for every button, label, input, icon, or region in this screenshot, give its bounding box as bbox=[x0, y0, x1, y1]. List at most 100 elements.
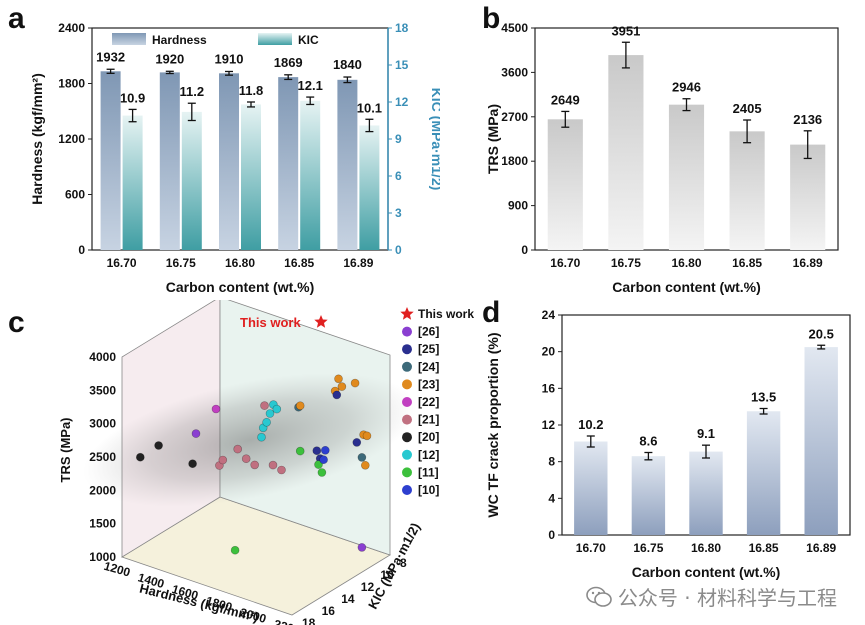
scatter-point bbox=[136, 452, 145, 462]
hardness-data-label: 1869 bbox=[274, 55, 303, 70]
right-tick-label: 3 bbox=[395, 206, 402, 220]
legend-label: [21] bbox=[418, 413, 439, 427]
scatter-point bbox=[337, 382, 347, 391]
data-label: 2405 bbox=[733, 101, 762, 116]
bar bbox=[746, 411, 781, 535]
right-tick-label: 15 bbox=[395, 58, 409, 72]
kic-tick-label: 12 bbox=[361, 580, 375, 594]
bar bbox=[790, 144, 826, 250]
scatter-point bbox=[362, 431, 372, 441]
scatter-point bbox=[350, 378, 360, 388]
hardness-data-label: 1920 bbox=[155, 51, 184, 66]
hardness-tick-label: 2200 bbox=[272, 617, 302, 625]
panel-label-a: a bbox=[8, 2, 25, 35]
legend-label: [22] bbox=[418, 395, 439, 409]
y-tick-label: 24 bbox=[542, 308, 556, 322]
legend-label: [25] bbox=[418, 342, 439, 356]
scatter-point bbox=[357, 453, 367, 462]
kic-bar bbox=[181, 111, 202, 250]
scatter-point bbox=[191, 429, 201, 438]
trs-tick-label: 1000 bbox=[89, 550, 116, 564]
x-tick-label: 16.85 bbox=[749, 541, 779, 555]
left-tick-label: 0 bbox=[78, 243, 85, 257]
hardness-bar bbox=[159, 72, 180, 251]
hardness-tick-label: 2000 bbox=[238, 605, 268, 625]
legend-label: [20] bbox=[418, 430, 439, 444]
x-tick-label: 16.70 bbox=[576, 541, 606, 555]
x-tick-label: 16.75 bbox=[611, 256, 641, 270]
left-tick-label: 600 bbox=[65, 188, 85, 202]
legend: Hardness KIC bbox=[112, 33, 319, 47]
right-tick-label: 0 bbox=[395, 243, 402, 257]
scatter-point bbox=[241, 454, 251, 463]
y-tick-label: 900 bbox=[508, 199, 528, 213]
y-tick-label: 16 bbox=[542, 381, 556, 395]
x-tick-label: 16.75 bbox=[633, 541, 663, 555]
scatter-point bbox=[352, 438, 362, 447]
y-tick-label: 0 bbox=[521, 243, 528, 257]
y-axis-title: TRS (MPa) bbox=[485, 104, 501, 174]
hardness-data-label: 1840 bbox=[333, 57, 362, 72]
legend-label: [23] bbox=[418, 377, 439, 391]
y-tick-label: 12 bbox=[542, 418, 556, 432]
x-tick-label: 16.70 bbox=[550, 256, 580, 270]
trs-tick-label: 1500 bbox=[89, 517, 116, 531]
data-label: 20.5 bbox=[809, 326, 834, 341]
scatter-point bbox=[357, 543, 367, 552]
legend-label: [12] bbox=[418, 448, 439, 462]
hardness-bar bbox=[337, 79, 358, 250]
kic-bar bbox=[359, 125, 380, 250]
right-tick-label: 12 bbox=[395, 95, 409, 109]
data-label: 8.6 bbox=[639, 434, 657, 449]
bar bbox=[668, 104, 705, 250]
panel-label-c: c bbox=[8, 306, 25, 339]
legend-marker bbox=[402, 467, 412, 478]
scatter-point bbox=[272, 404, 282, 414]
legend-swatch-hardness bbox=[112, 33, 146, 45]
chart-c-3d-scatter: 1000150020002500300035004000120014001600… bbox=[58, 300, 474, 625]
left-tick-label: 1800 bbox=[58, 77, 85, 91]
kic-data-label: 11.8 bbox=[239, 83, 264, 98]
panel-label-b: b bbox=[482, 2, 501, 35]
watermark: 公众号 · 材料科学与工程 bbox=[586, 582, 837, 611]
scatter-point bbox=[250, 460, 259, 470]
trs-tick-label: 4000 bbox=[89, 350, 116, 364]
wechat-icon bbox=[586, 586, 612, 607]
x-tick-label: 16.70 bbox=[107, 256, 137, 270]
scatter-point bbox=[334, 374, 343, 384]
this-work-annotation: This work bbox=[240, 315, 301, 330]
left-tick-label: 1200 bbox=[58, 132, 85, 146]
hardness-data-label: 1932 bbox=[96, 49, 125, 64]
panel-label-d: d bbox=[482, 296, 501, 329]
data-label: 2946 bbox=[672, 80, 701, 95]
bar bbox=[631, 456, 666, 535]
bar bbox=[804, 347, 838, 535]
chart-d-crack-proportion: 0 4 8 12 16 20 24 10.2 16.70 8.6 16.75 9.1 16.80 13.5… bbox=[485, 308, 851, 580]
trs-tick-label: 2500 bbox=[89, 450, 116, 464]
scatter-point bbox=[312, 446, 322, 455]
kic-bar bbox=[122, 115, 143, 250]
scatter-point bbox=[360, 461, 370, 470]
x-axis-title: Carbon content (wt.%) bbox=[166, 279, 315, 295]
x-tick-label: 16.80 bbox=[691, 541, 721, 555]
data-label: 2136 bbox=[793, 112, 822, 127]
left-tick-label: 2400 bbox=[58, 21, 85, 35]
scatter-point bbox=[319, 455, 328, 464]
hardness-tick-label: 1200 bbox=[102, 559, 132, 580]
scatter-point bbox=[332, 390, 342, 400]
bar bbox=[608, 55, 644, 250]
trs-tick-label: 2000 bbox=[89, 483, 116, 497]
scatter-point bbox=[262, 418, 271, 427]
right-tick-label: 18 bbox=[395, 21, 409, 35]
kic-tick-label: 16 bbox=[322, 604, 336, 618]
y-tick-label: 4500 bbox=[501, 21, 528, 35]
legend-marker bbox=[402, 432, 412, 443]
scatter-point bbox=[260, 401, 269, 410]
scatter-point bbox=[233, 444, 242, 454]
right-axis-title: KIC (MPa·m1/2) bbox=[429, 88, 440, 191]
chart-b-trs: 0 900 1800 2700 3600 4500 2649 16.70 3951 16.75 29… bbox=[485, 21, 839, 295]
y-tick-label: 4 bbox=[548, 491, 555, 505]
kic-tick-label: 8 bbox=[400, 556, 407, 570]
kic-data-label: 10.9 bbox=[120, 90, 145, 105]
bar bbox=[574, 441, 608, 535]
